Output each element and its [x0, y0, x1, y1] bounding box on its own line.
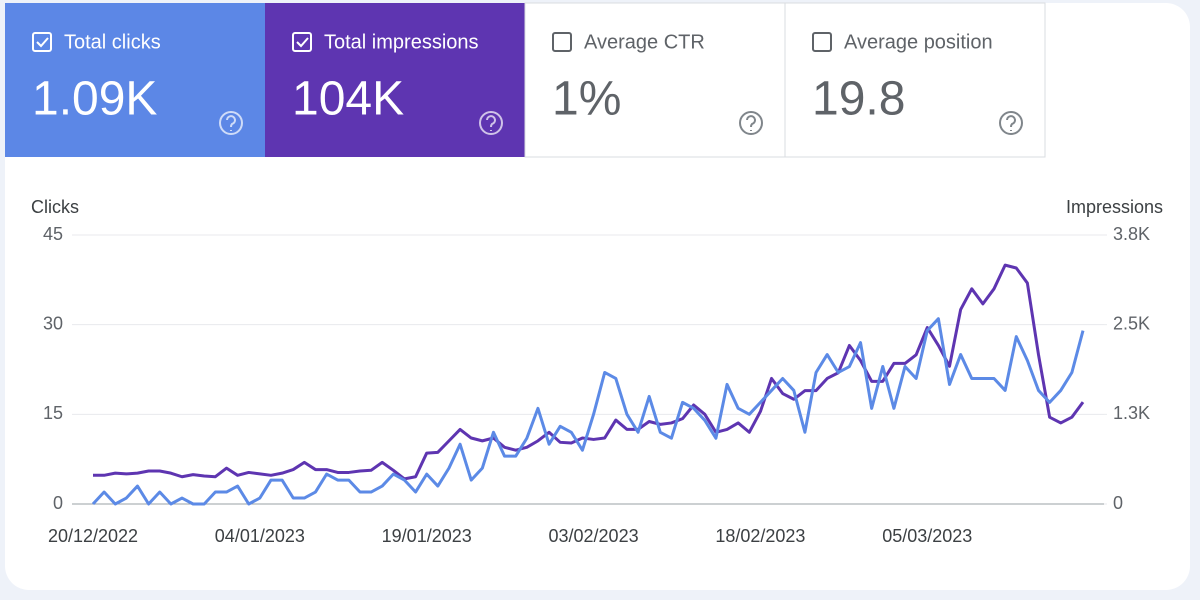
- help-icon[interactable]: [479, 111, 503, 135]
- x-tick-label: 20/12/2022: [48, 526, 138, 546]
- metric-value: 1.09K: [32, 73, 157, 126]
- metric-tile[interactable]: [5, 3, 265, 157]
- help-icon-mark: [746, 115, 756, 131]
- help-icon-mark: [226, 115, 236, 131]
- x-tick-label: 18/02/2023: [715, 526, 805, 546]
- checkbox[interactable]: [812, 32, 832, 52]
- y2-tick-label: 1.3K: [1113, 403, 1150, 423]
- x-tick-label: 03/02/2023: [549, 526, 639, 546]
- metric-label: Total clicks: [64, 31, 161, 53]
- y-tick-label: 15: [43, 403, 63, 423]
- metric-tile[interactable]: [524, 2, 786, 158]
- series-line: [93, 263, 1085, 481]
- checkbox[interactable]: [552, 32, 572, 52]
- y2-tick-label: 2.5K: [1113, 313, 1150, 333]
- checkbox[interactable]: [292, 32, 312, 52]
- metric-value: 104K: [292, 73, 404, 126]
- y-tick-label: 30: [43, 313, 63, 333]
- y2-tick-label: 0: [1113, 493, 1123, 513]
- metric-value: 1%: [552, 73, 621, 126]
- metric-label: Average CTR: [584, 31, 705, 53]
- help-icon[interactable]: [999, 111, 1023, 135]
- help-icon[interactable]: [219, 111, 243, 135]
- y-tick-label: 0: [53, 493, 63, 513]
- metric-label: Total impressions: [324, 31, 479, 53]
- x-tick-label: 04/01/2023: [215, 526, 305, 546]
- checkmark: [36, 37, 49, 48]
- x-tick-label: 19/01/2023: [382, 526, 472, 546]
- checkmark: [296, 37, 309, 48]
- metric-tile[interactable]: [265, 3, 525, 157]
- help-icon-mark: [486, 115, 496, 131]
- series-line: [91, 317, 1085, 506]
- metric-label: Average position: [844, 31, 993, 53]
- help-icon-mark: [1006, 115, 1016, 131]
- metric-value: 19.8: [812, 73, 905, 126]
- x-tick-label: 05/03/2023: [882, 526, 972, 546]
- y-axis-title: Clicks: [31, 197, 79, 217]
- y-tick-label: 45: [43, 224, 63, 244]
- help-icon[interactable]: [739, 111, 763, 135]
- metric-tile[interactable]: [784, 2, 1046, 158]
- y2-axis-title: Impressions: [1066, 197, 1163, 217]
- y2-tick-label: 3.8K: [1113, 224, 1150, 244]
- checkbox[interactable]: [32, 32, 52, 52]
